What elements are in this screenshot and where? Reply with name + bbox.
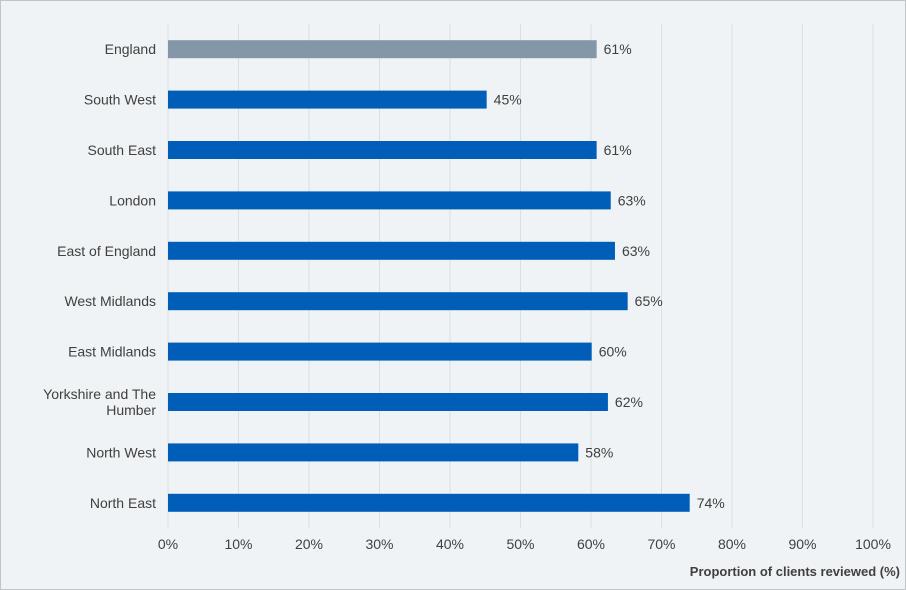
bar (168, 493, 690, 512)
bar (168, 141, 597, 159)
x-tick-labels: 0% 10% 20% 30% 40% 50% 60% 70% 80% 90% 100% (158, 536, 891, 552)
category-label: West Midlands (64, 293, 156, 309)
category-label: England (105, 41, 156, 57)
category-label: Yorkshire and The Humber (43, 386, 156, 418)
data-label: 63% (618, 192, 646, 208)
data-label: 63% (622, 243, 650, 259)
bars (168, 40, 690, 512)
x-tick-label: 70% (647, 536, 675, 552)
x-tick-label: 10% (224, 536, 252, 552)
category-label: North East (90, 495, 156, 511)
value-labels: 61% 45% 61% 63% 63% 65% 60% 62% 58% 74% (494, 41, 725, 511)
x-tick-label: 20% (295, 536, 323, 552)
category-label: South West (84, 92, 156, 108)
bar (168, 90, 487, 109)
data-label: 61% (604, 142, 632, 158)
data-label: 61% (604, 41, 632, 57)
data-label: 45% (494, 92, 522, 108)
bar (168, 40, 597, 59)
data-label: 62% (615, 394, 643, 410)
data-label: 65% (635, 293, 663, 309)
bar (168, 292, 628, 311)
bar (168, 191, 611, 210)
x-tick-label: 40% (436, 536, 464, 552)
x-tick-label: 60% (577, 536, 605, 552)
x-tick-label: 30% (365, 536, 393, 552)
category-label: East of England (57, 243, 156, 259)
bar (168, 393, 608, 411)
bar (168, 241, 615, 260)
data-label: 60% (599, 344, 627, 360)
x-tick-label: 90% (788, 536, 816, 552)
x-axis-title: Proportion of clients reviewed (%) (690, 564, 900, 579)
bar (168, 443, 579, 462)
x-tick-label: 50% (506, 536, 534, 552)
category-label: North West (86, 444, 156, 460)
data-label: 74% (697, 495, 725, 511)
x-tick-label: 100% (855, 536, 891, 552)
bar (168, 342, 592, 361)
x-tick-label: 0% (158, 536, 178, 552)
category-label: East Midlands (68, 344, 156, 360)
category-label: London (109, 192, 156, 208)
x-tick-label: 80% (718, 536, 746, 552)
data-label: 58% (585, 444, 613, 460)
category-label: South East (88, 142, 157, 158)
category-labels: England South West South East London East of… (43, 41, 156, 511)
